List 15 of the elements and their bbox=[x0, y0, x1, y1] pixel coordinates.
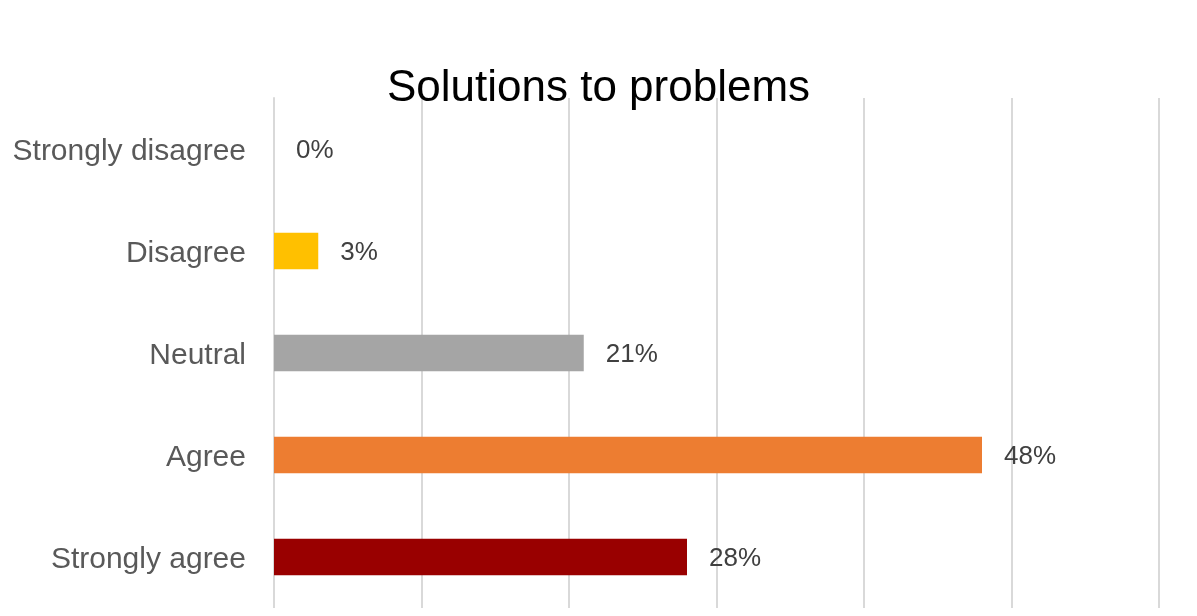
y-tick-label: Strongly agree bbox=[50, 540, 246, 574]
bar bbox=[274, 232, 319, 270]
data-label: 3% bbox=[340, 236, 378, 266]
bar bbox=[274, 436, 982, 474]
bar bbox=[274, 538, 687, 576]
data-label: 28% bbox=[709, 542, 762, 572]
y-tick-label: Disagree bbox=[125, 234, 246, 268]
data-label: 48% bbox=[1004, 440, 1057, 470]
data-label: 21% bbox=[605, 338, 658, 368]
y-tick-label: Agree bbox=[165, 438, 246, 472]
bar bbox=[274, 334, 584, 372]
y-tick-label: Neutral bbox=[149, 336, 246, 370]
data-label: 0% bbox=[296, 134, 334, 164]
y-tick-label: Strongly disagree bbox=[12, 132, 246, 166]
chart-title: Solutions to problems bbox=[386, 60, 811, 110]
